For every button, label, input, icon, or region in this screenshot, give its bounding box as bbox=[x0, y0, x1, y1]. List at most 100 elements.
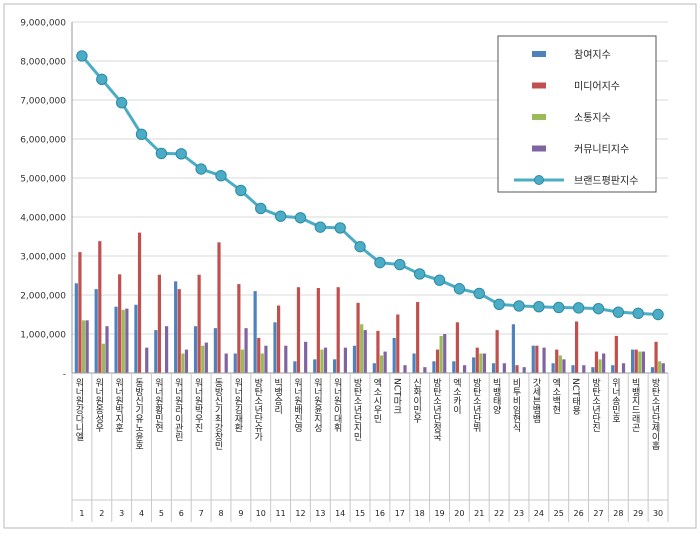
line-point bbox=[433, 274, 446, 286]
legend-swatch bbox=[532, 114, 546, 120]
category-label: 워너원윤지성 bbox=[312, 378, 322, 432]
bar bbox=[244, 328, 248, 373]
bar bbox=[522, 367, 526, 373]
bar bbox=[145, 347, 149, 373]
category-label: 위너송민호 bbox=[610, 378, 620, 423]
bar bbox=[154, 330, 158, 373]
bar bbox=[591, 367, 595, 373]
bar bbox=[323, 347, 328, 373]
bar bbox=[475, 347, 479, 373]
line-point bbox=[215, 169, 227, 182]
bar bbox=[435, 349, 440, 373]
line-point bbox=[135, 128, 148, 141]
bar bbox=[472, 357, 476, 373]
bar bbox=[582, 365, 586, 373]
bar bbox=[535, 345, 539, 373]
bar bbox=[237, 284, 241, 373]
y-tick-label: 3,000,000 bbox=[20, 253, 66, 263]
rank-label: 1 bbox=[79, 509, 84, 518]
line-point bbox=[652, 308, 664, 321]
line-point bbox=[195, 163, 207, 175]
bar bbox=[114, 306, 118, 373]
category-label: 워너원배진영 bbox=[292, 378, 302, 432]
bar bbox=[184, 349, 189, 373]
bar bbox=[264, 345, 268, 373]
bar bbox=[352, 345, 357, 373]
category-label: 워너원박지훈 bbox=[113, 378, 123, 432]
rank-label: 6 bbox=[179, 509, 184, 518]
line-point bbox=[533, 301, 545, 313]
bar bbox=[641, 351, 645, 373]
bar bbox=[333, 359, 337, 373]
line-point bbox=[294, 212, 307, 224]
rank-label: 24 bbox=[534, 509, 544, 518]
line-point bbox=[155, 147, 168, 160]
legend-swatch bbox=[532, 82, 546, 89]
bar bbox=[614, 335, 618, 373]
category-label: 워너원강다니엘 bbox=[73, 378, 83, 441]
category-label: 방탄소년단뷔 bbox=[471, 378, 481, 433]
category-label: 워너원라이관린 bbox=[173, 378, 183, 441]
rank-label: 23 bbox=[514, 509, 524, 518]
bar bbox=[125, 308, 129, 373]
category-label: 동방신기최강창민 bbox=[213, 378, 223, 450]
bar bbox=[121, 309, 125, 373]
rank-label: 25 bbox=[554, 509, 564, 518]
bar bbox=[638, 351, 642, 373]
brand-index-line bbox=[76, 50, 664, 321]
line-point bbox=[394, 258, 406, 271]
bar bbox=[392, 337, 396, 373]
bar bbox=[343, 347, 347, 373]
bar bbox=[137, 232, 142, 373]
line-point bbox=[612, 306, 625, 318]
bar bbox=[598, 359, 602, 373]
bars bbox=[74, 232, 665, 373]
rank-label: 12 bbox=[295, 509, 305, 518]
legend-label: 미디어지수 bbox=[574, 81, 620, 93]
bar bbox=[654, 341, 658, 373]
bar bbox=[571, 365, 575, 373]
y-tick-label: 7,000,000 bbox=[20, 97, 66, 107]
legend-label: 커뮤니티지수 bbox=[574, 144, 629, 156]
bar bbox=[372, 363, 376, 373]
rank-label: 8 bbox=[218, 509, 223, 518]
bar bbox=[558, 355, 562, 373]
bar bbox=[296, 287, 301, 373]
line-point bbox=[493, 298, 505, 311]
bar bbox=[217, 242, 221, 373]
bar bbox=[201, 345, 205, 373]
bar bbox=[621, 363, 626, 373]
bar bbox=[356, 302, 360, 373]
y-tick-label: 2,000,000 bbox=[20, 292, 66, 302]
bar bbox=[273, 322, 277, 373]
category-label: 신화이민우 bbox=[411, 378, 421, 424]
category-label: 엑소카이 bbox=[451, 377, 461, 415]
line-point bbox=[453, 283, 466, 295]
line-point bbox=[632, 307, 644, 320]
legend-label: 참여지수 bbox=[574, 49, 611, 61]
bar bbox=[134, 304, 138, 373]
category-label: 방탄소년단슈가 bbox=[252, 378, 262, 442]
line-point bbox=[96, 73, 108, 86]
legend-line-marker bbox=[534, 175, 544, 185]
rank-label: 21 bbox=[474, 509, 484, 518]
bar bbox=[495, 330, 499, 373]
rank-label: 29 bbox=[633, 509, 643, 518]
x-axis: 워너원강다니엘 1 워너원옹성우 2 워너원박지훈 3 동방신기유노윤호 4 워너원황민현 5 워너… bbox=[71, 372, 669, 522]
bar bbox=[551, 363, 555, 373]
bar bbox=[439, 335, 443, 373]
line-point bbox=[413, 268, 426, 280]
bar bbox=[165, 326, 169, 373]
bar bbox=[479, 353, 483, 373]
bar bbox=[455, 322, 459, 373]
bar bbox=[224, 353, 228, 373]
bar bbox=[74, 283, 78, 373]
y-axis: - 1,000,000 2,000,000 3,000,000 4,000,000 5,0… bbox=[20, 19, 73, 380]
bar bbox=[157, 274, 161, 373]
bar bbox=[511, 324, 515, 373]
bar bbox=[491, 363, 496, 373]
bar bbox=[336, 287, 340, 373]
bar bbox=[197, 274, 201, 373]
